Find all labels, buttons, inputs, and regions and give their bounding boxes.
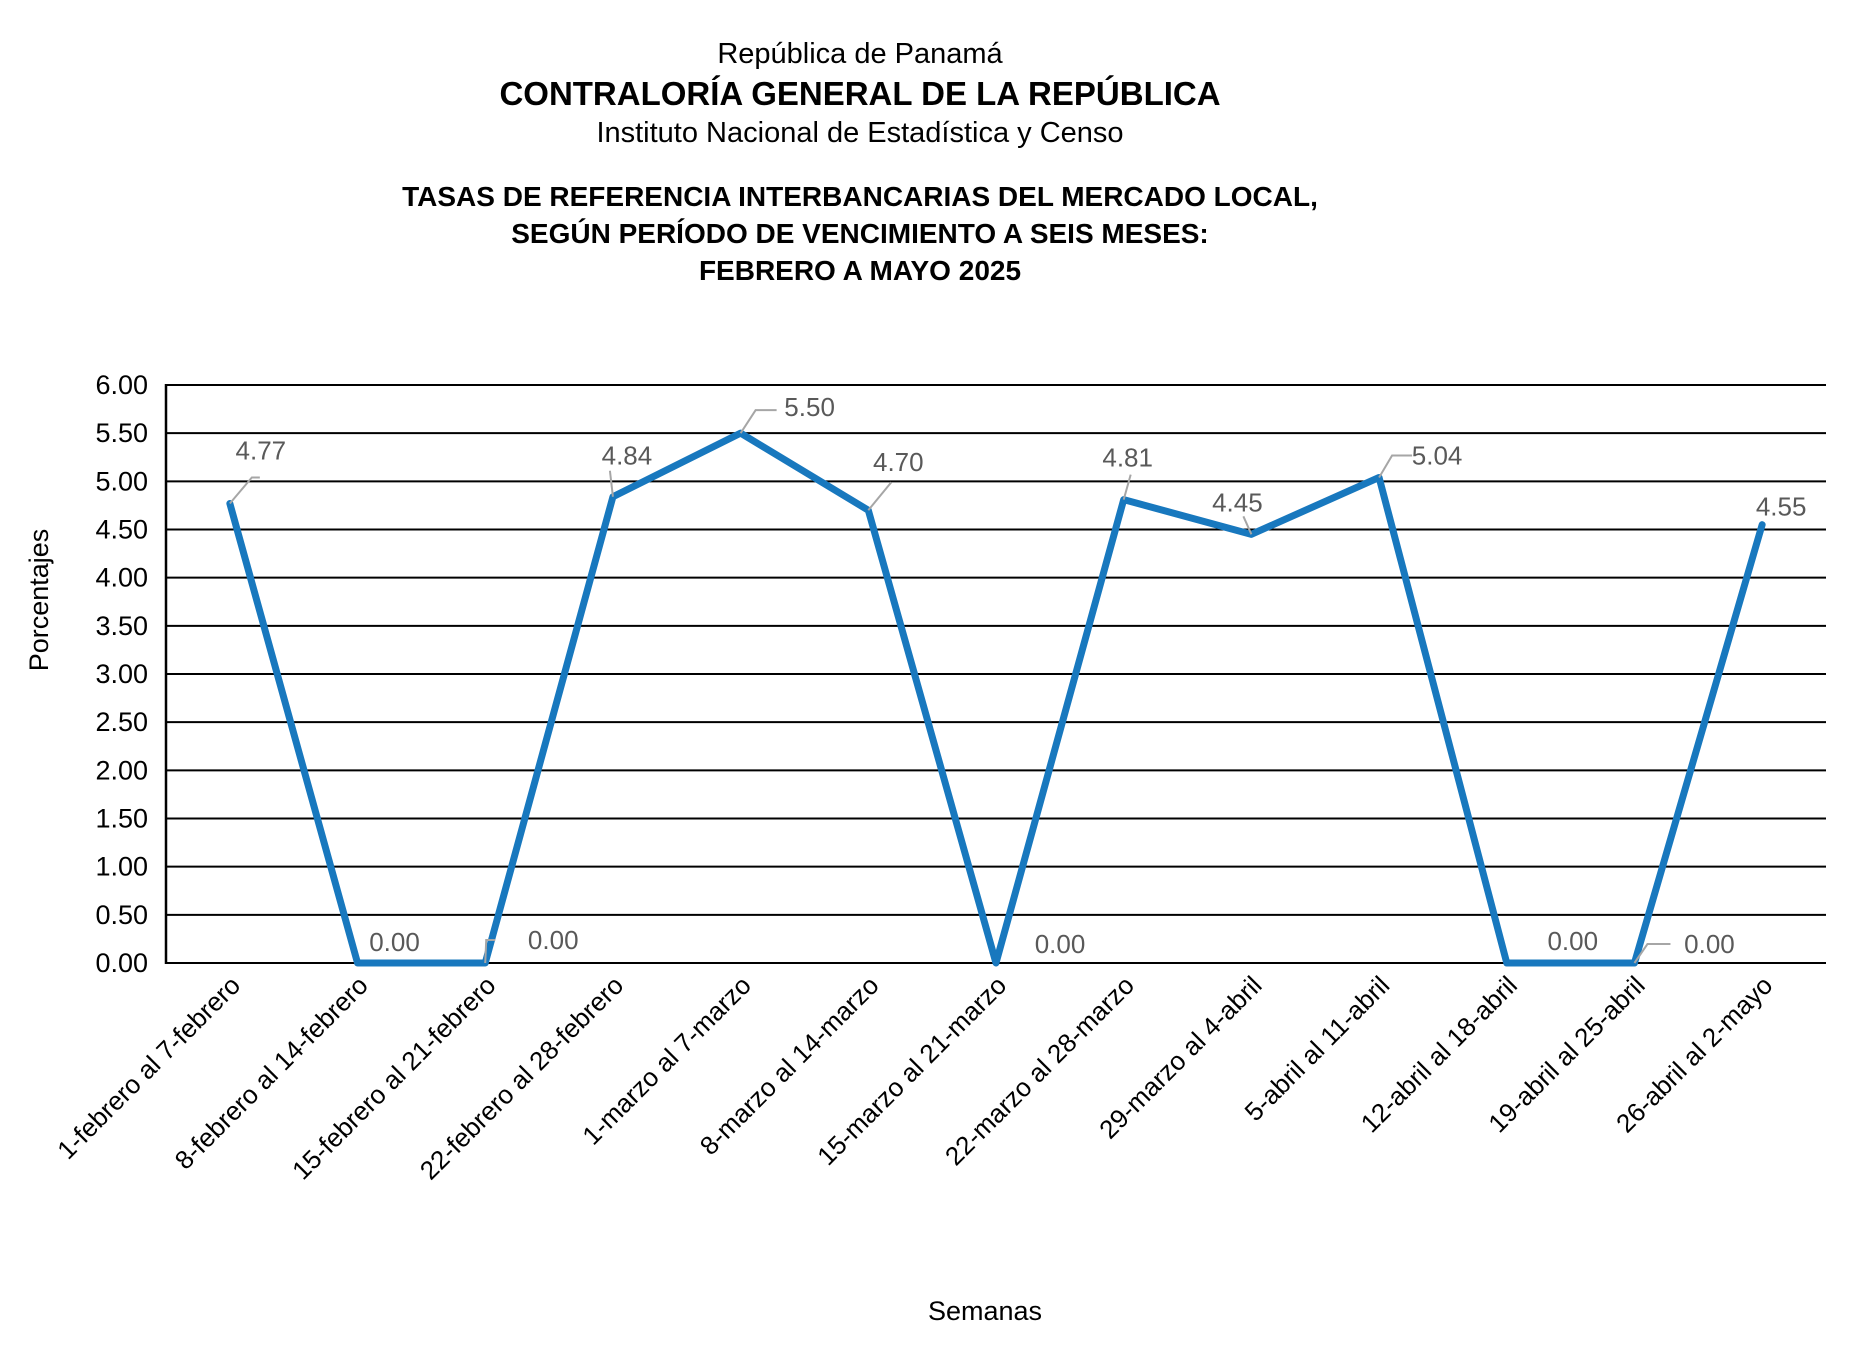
data-label-leader (229, 476, 260, 505)
chart-title-line-3: FEBRERO A MAYO 2025 (698, 255, 1022, 286)
y-tick-label: 2.00 (95, 755, 148, 785)
y-tick-label: 4.50 (95, 515, 148, 545)
data-label-leader (739, 409, 777, 434)
data-label-leader (1242, 515, 1253, 535)
data-label: 0.00 (369, 927, 420, 957)
y-tick-label: 6.00 (95, 370, 148, 400)
y-tick-label: 5.50 (95, 418, 148, 448)
data-label: 5.50 (784, 392, 835, 422)
data-label-leader (484, 939, 496, 964)
data-label: 4.55 (1756, 492, 1807, 522)
y-tick-label: 0.00 (95, 948, 148, 978)
data-label: 4.45 (1212, 487, 1263, 517)
chart-title: TASAS DE REFERENCIA INTERBANCARIAS DEL M… (0, 178, 1720, 289)
plot-generated-content: 0.00 0.50 1.00 1.50 2.00 2.50 3.00 3.50 4.00 4.50… (51, 370, 1826, 1185)
y-axis-title: Porcentajes (24, 529, 54, 672)
data-label: 4.84 (602, 441, 653, 471)
y-tick-label: 1.50 (95, 804, 148, 834)
y-tick-label: 3.50 (95, 611, 148, 641)
series-line (226, 429, 1766, 967)
data-label: 0.00 (528, 925, 579, 955)
chart-title-line-1: TASAS DE REFERENCIA INTERBANCARIAS DEL M… (402, 181, 1318, 212)
data-label: 0.00 (1547, 926, 1598, 956)
y-tick-label: 1.00 (95, 852, 148, 882)
data-label-leader (867, 481, 893, 511)
data-label-leader (1633, 943, 1671, 964)
y-tick-label: 5.00 (95, 466, 148, 496)
data-label: 4.70 (873, 447, 924, 477)
x-category-label: 15-febrero al 21-febrero (286, 970, 501, 1185)
y-tick-label: 3.00 (95, 659, 148, 689)
y-tick-label: 4.00 (95, 563, 148, 593)
y-tick-label: 0.50 (95, 900, 148, 930)
x-axis-title: Semanas (928, 1296, 1042, 1326)
data-label: 4.77 (236, 435, 287, 465)
data-label-leader (1122, 474, 1132, 500)
chart-title-line-2: SEGÚN PERÍODO DE VENCIMIENTO A SEIS MESE… (511, 218, 1209, 249)
x-category-label: 22-febrero al 28-febrero (414, 970, 629, 1185)
data-label: 0.00 (1035, 929, 1086, 959)
data-label: 4.81 (1102, 443, 1153, 473)
header-institution: CONTRALORÍA GENERAL DE LA REPÚBLICA (499, 75, 1221, 112)
data-label-leader (1378, 454, 1413, 478)
header-country: República de Panamá (717, 38, 1003, 70)
data-label: 5.04 (1412, 440, 1463, 470)
y-tick-label: 2.50 (95, 707, 148, 737)
data-label: 0.00 (1684, 929, 1735, 959)
header-department: Instituto Nacional de Estadística y Cens… (596, 117, 1124, 149)
document-header: República de Panamá CONTRALORÍA GENERAL … (0, 34, 1720, 152)
data-label-leader (608, 470, 614, 497)
